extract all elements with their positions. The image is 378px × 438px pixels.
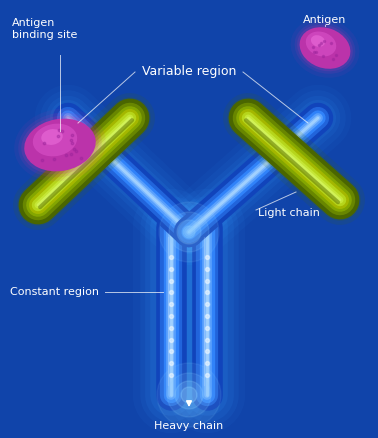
Ellipse shape bbox=[297, 25, 353, 71]
Ellipse shape bbox=[18, 113, 102, 177]
Ellipse shape bbox=[300, 27, 350, 69]
Ellipse shape bbox=[294, 22, 355, 74]
Text: Antigen: Antigen bbox=[303, 15, 347, 25]
Text: Heavy chain: Heavy chain bbox=[154, 421, 224, 431]
Circle shape bbox=[183, 226, 195, 238]
Ellipse shape bbox=[311, 35, 325, 47]
Ellipse shape bbox=[41, 129, 63, 145]
Ellipse shape bbox=[24, 119, 96, 171]
Ellipse shape bbox=[21, 116, 99, 174]
Circle shape bbox=[177, 220, 201, 244]
Ellipse shape bbox=[291, 18, 359, 78]
Circle shape bbox=[175, 381, 203, 409]
Text: Variable region: Variable region bbox=[142, 66, 236, 78]
Circle shape bbox=[167, 373, 211, 417]
Circle shape bbox=[159, 202, 219, 262]
Circle shape bbox=[157, 363, 221, 427]
Text: Antigen
binding site: Antigen binding site bbox=[12, 18, 77, 39]
Text: Light chain: Light chain bbox=[258, 208, 320, 218]
Ellipse shape bbox=[306, 32, 336, 57]
Ellipse shape bbox=[33, 124, 77, 156]
Circle shape bbox=[169, 212, 209, 252]
Ellipse shape bbox=[14, 109, 106, 181]
Text: Constant region: Constant region bbox=[10, 287, 99, 297]
Circle shape bbox=[181, 387, 197, 403]
